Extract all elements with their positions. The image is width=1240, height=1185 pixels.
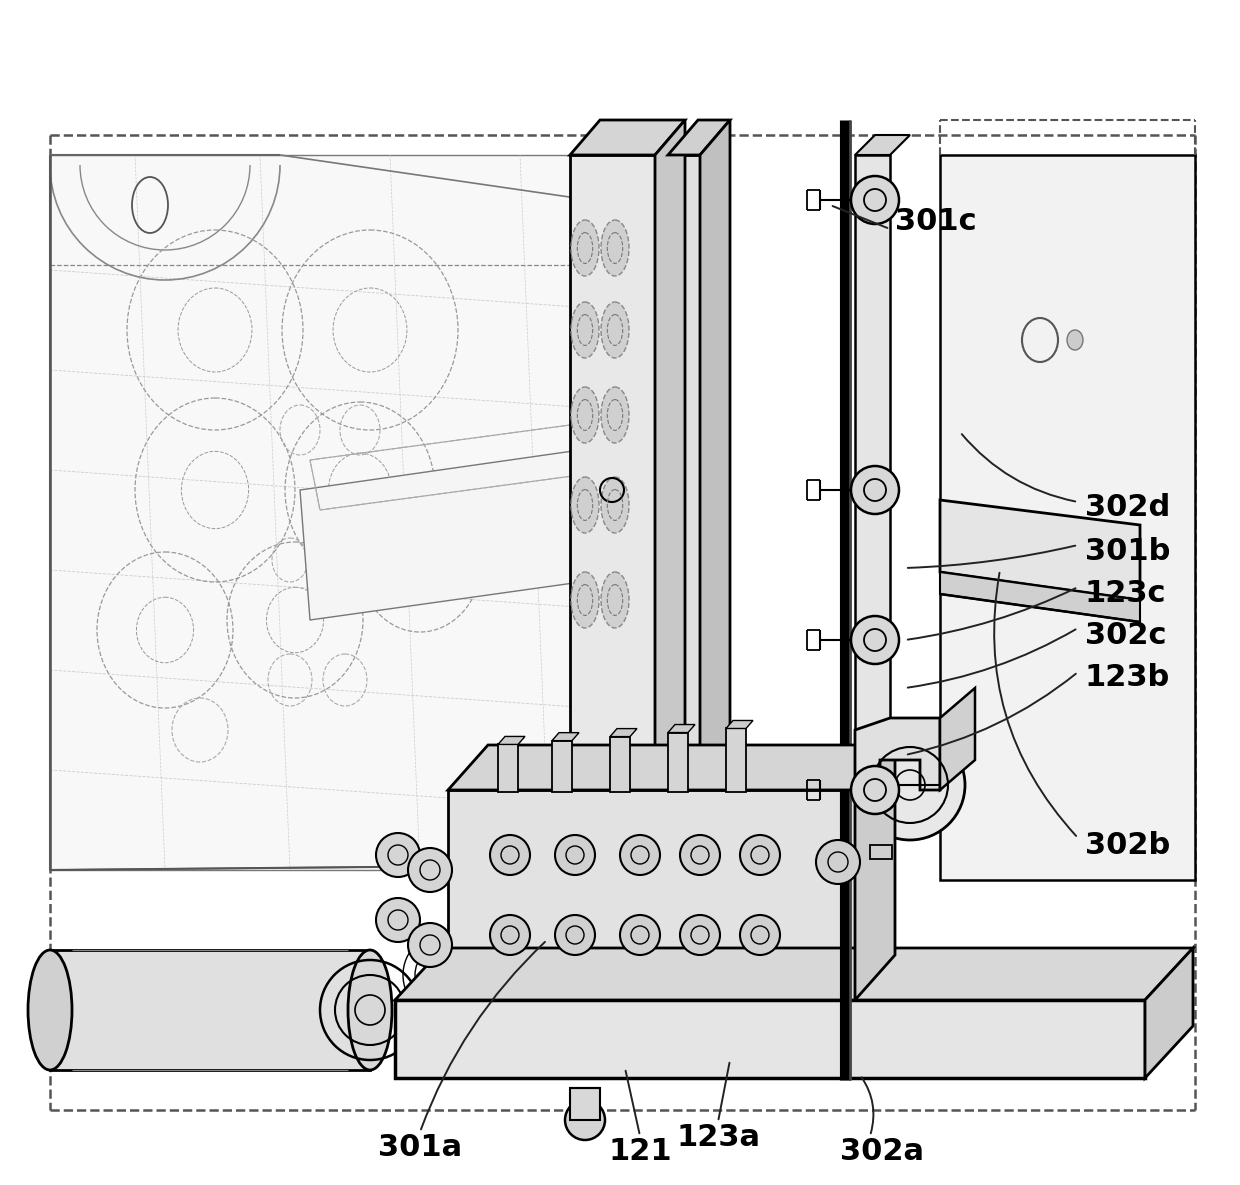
Circle shape <box>851 466 899 514</box>
Bar <box>668 155 701 790</box>
Ellipse shape <box>601 220 629 276</box>
Ellipse shape <box>1066 329 1083 350</box>
Ellipse shape <box>601 302 629 358</box>
Circle shape <box>565 1100 605 1140</box>
Polygon shape <box>50 155 680 870</box>
Circle shape <box>680 835 720 875</box>
Polygon shape <box>396 948 1193 1000</box>
Ellipse shape <box>570 478 599 533</box>
Bar <box>570 1088 600 1120</box>
Circle shape <box>851 616 899 664</box>
Ellipse shape <box>570 387 599 443</box>
Bar <box>448 790 856 1000</box>
Circle shape <box>856 730 965 840</box>
Text: 302c: 302c <box>1085 621 1167 649</box>
Ellipse shape <box>570 220 599 276</box>
Circle shape <box>740 915 780 955</box>
Bar <box>856 155 890 1000</box>
Ellipse shape <box>570 302 599 358</box>
Text: 302d: 302d <box>1085 493 1171 523</box>
Polygon shape <box>570 120 684 155</box>
Polygon shape <box>856 135 910 155</box>
Circle shape <box>490 835 529 875</box>
Circle shape <box>851 177 899 224</box>
Polygon shape <box>940 500 1140 600</box>
Polygon shape <box>552 732 579 741</box>
Bar <box>396 1000 1145 1078</box>
Polygon shape <box>655 120 684 790</box>
Ellipse shape <box>29 950 72 1070</box>
Polygon shape <box>668 724 694 732</box>
Text: 301c: 301c <box>895 207 977 237</box>
Polygon shape <box>856 718 940 790</box>
Circle shape <box>816 840 861 884</box>
Ellipse shape <box>601 387 629 443</box>
Bar <box>498 744 518 792</box>
Polygon shape <box>610 729 637 737</box>
Circle shape <box>408 848 453 892</box>
Polygon shape <box>448 745 895 790</box>
Ellipse shape <box>348 950 392 1070</box>
Circle shape <box>680 915 720 955</box>
Circle shape <box>490 915 529 955</box>
Ellipse shape <box>601 478 629 533</box>
Polygon shape <box>668 120 730 155</box>
Text: 123b: 123b <box>1085 664 1171 692</box>
Circle shape <box>408 923 453 967</box>
Text: 123a: 123a <box>676 1123 760 1153</box>
Text: 121: 121 <box>608 1138 672 1166</box>
Ellipse shape <box>601 572 629 628</box>
Circle shape <box>556 835 595 875</box>
Ellipse shape <box>570 572 599 628</box>
Polygon shape <box>940 572 1140 622</box>
Text: 301a: 301a <box>378 1134 463 1162</box>
Polygon shape <box>498 736 525 744</box>
Bar <box>610 737 630 792</box>
Polygon shape <box>725 720 753 729</box>
Circle shape <box>740 835 780 875</box>
Bar <box>870 845 892 859</box>
Bar <box>570 155 655 790</box>
Polygon shape <box>1145 948 1193 1078</box>
Circle shape <box>376 898 420 942</box>
Bar <box>940 155 1195 880</box>
Circle shape <box>376 833 420 877</box>
Text: 301b: 301b <box>1085 537 1171 565</box>
Circle shape <box>556 915 595 955</box>
Circle shape <box>851 766 899 814</box>
Text: 302b: 302b <box>1085 831 1171 859</box>
Text: 302a: 302a <box>839 1138 924 1166</box>
Bar <box>50 950 370 1070</box>
Bar <box>668 732 688 792</box>
Bar <box>552 741 572 792</box>
Polygon shape <box>701 120 730 790</box>
Circle shape <box>620 915 660 955</box>
Polygon shape <box>940 688 975 790</box>
Text: 123c: 123c <box>1085 578 1167 608</box>
Polygon shape <box>856 745 895 1000</box>
Bar <box>725 729 746 792</box>
Circle shape <box>620 835 660 875</box>
Polygon shape <box>300 450 595 620</box>
